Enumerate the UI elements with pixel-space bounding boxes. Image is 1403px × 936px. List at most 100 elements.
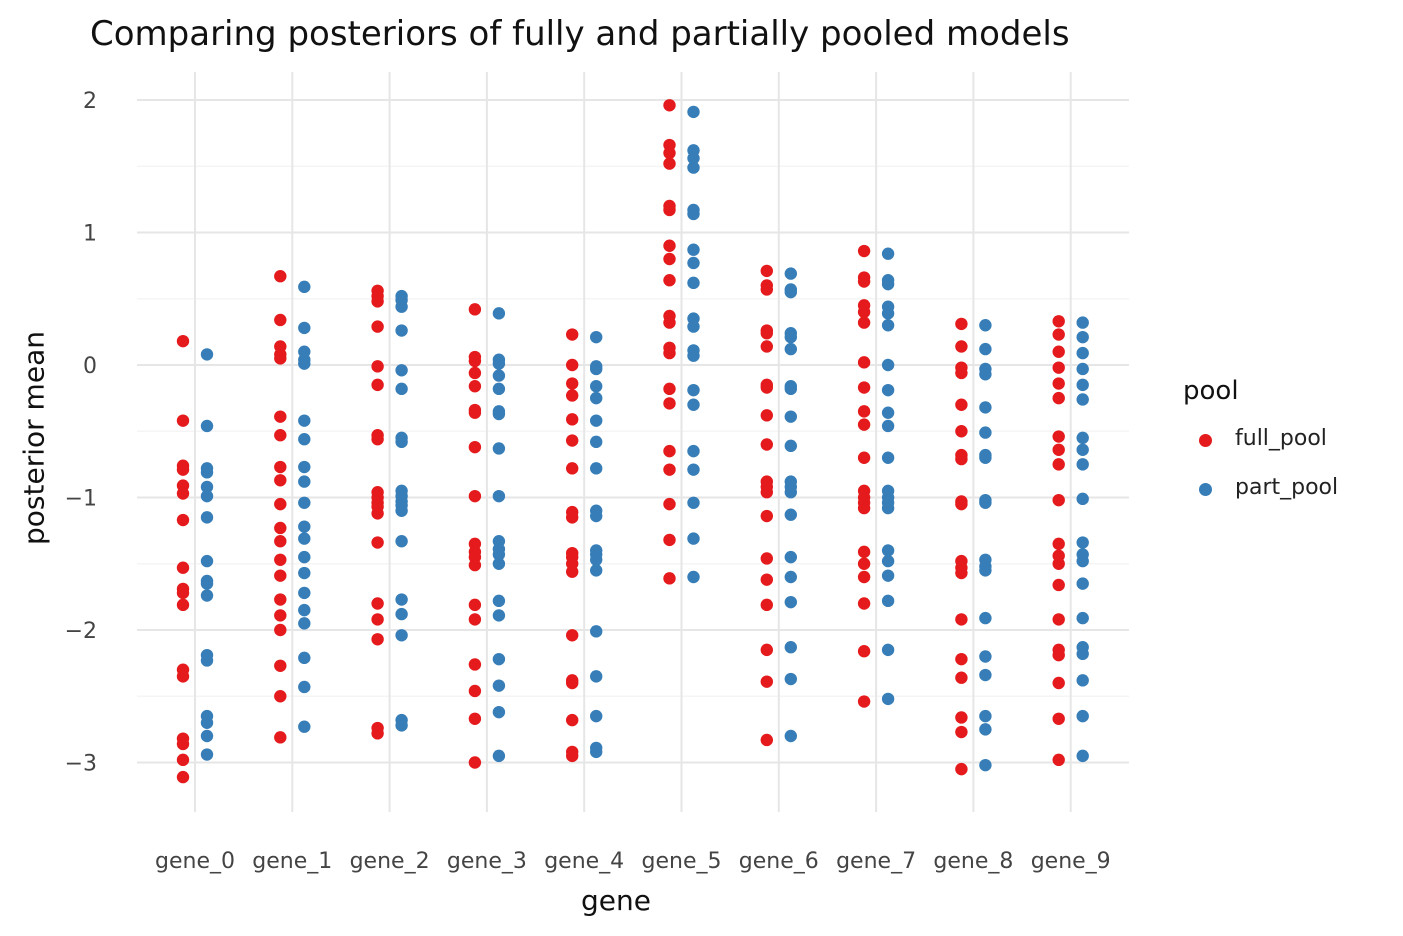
point-full-pool xyxy=(274,474,287,487)
point-part-pool xyxy=(979,564,992,577)
point-full-pool xyxy=(1052,493,1065,507)
point-part-pool xyxy=(395,364,408,377)
point-part-pool xyxy=(298,414,311,427)
point-full-pool xyxy=(663,99,676,112)
point-part-pool xyxy=(979,611,992,625)
point-part-pool xyxy=(784,508,797,521)
point-part-pool xyxy=(687,383,700,397)
point-part-pool xyxy=(979,758,992,772)
point-part-pool xyxy=(979,401,992,414)
point-full-pool xyxy=(1052,676,1065,690)
x-tick-label: gene_6 xyxy=(739,849,819,874)
point-part-pool xyxy=(687,570,700,584)
point-part-pool xyxy=(881,643,895,657)
y-tick-label: 1 xyxy=(83,222,97,247)
point-full-pool xyxy=(274,690,287,703)
point-full-pool xyxy=(663,252,676,266)
point-part-pool xyxy=(395,300,408,313)
point-full-pool xyxy=(663,463,676,476)
point-part-pool xyxy=(492,652,506,666)
point-full-pool xyxy=(760,573,773,586)
point-full-pool xyxy=(760,643,773,657)
point-part-pool xyxy=(298,550,311,564)
point-part-pool xyxy=(492,489,506,503)
point-part-pool xyxy=(784,267,797,280)
point-part-pool xyxy=(298,520,311,533)
point-full-pool xyxy=(663,157,676,170)
point-full-pool xyxy=(760,509,773,523)
point-part-pool xyxy=(687,256,700,270)
x-tick-label: gene_4 xyxy=(544,849,624,874)
point-part-pool xyxy=(492,442,506,455)
x-tick-label: gene_5 xyxy=(642,849,722,874)
point-full-pool xyxy=(566,462,579,475)
point-part-pool xyxy=(298,321,311,335)
point-part-pool xyxy=(687,320,700,333)
point-full-pool xyxy=(760,486,773,499)
point-part-pool xyxy=(200,654,214,667)
point-full-pool xyxy=(468,684,482,698)
point-full-pool xyxy=(955,497,968,511)
point-part-pool xyxy=(881,406,895,419)
point-part-pool xyxy=(298,433,311,446)
point-full-pool xyxy=(566,434,579,447)
point-full-pool xyxy=(955,340,968,353)
point-part-pool xyxy=(881,554,895,568)
point-part-pool xyxy=(298,357,311,370)
point-full-pool xyxy=(468,756,482,769)
x-axis-label: gene xyxy=(581,884,651,917)
point-full-pool xyxy=(176,487,190,500)
point-full-pool xyxy=(371,536,384,549)
point-full-pool xyxy=(1052,345,1065,358)
point-part-pool xyxy=(298,586,311,600)
point-full-pool xyxy=(274,410,287,423)
point-part-pool xyxy=(784,285,797,299)
point-full-pool xyxy=(663,397,676,410)
point-part-pool xyxy=(200,554,214,568)
point-full-pool xyxy=(371,360,384,373)
point-part-pool xyxy=(492,609,506,622)
point-part-pool xyxy=(1076,346,1089,360)
y-tick-label: −3 xyxy=(65,752,97,777)
point-full-pool xyxy=(566,629,579,642)
point-full-pool xyxy=(371,378,384,392)
point-full-pool xyxy=(857,244,871,258)
point-part-pool xyxy=(298,496,311,509)
point-full-pool xyxy=(1052,443,1065,456)
point-full-pool xyxy=(663,382,676,396)
point-full-pool xyxy=(274,270,287,283)
point-full-pool xyxy=(1052,315,1065,328)
point-full-pool xyxy=(274,623,287,637)
point-part-pool xyxy=(1076,362,1089,376)
point-part-pool xyxy=(687,398,700,411)
y-tick-label: −1 xyxy=(65,487,97,512)
point-part-pool xyxy=(200,511,214,524)
point-part-pool xyxy=(687,532,700,545)
point-part-pool xyxy=(590,435,603,449)
point-full-pool xyxy=(760,283,773,296)
point-part-pool xyxy=(687,463,700,476)
point-full-pool xyxy=(760,340,773,353)
point-part-pool xyxy=(200,419,214,433)
point-part-pool xyxy=(687,496,700,509)
point-full-pool xyxy=(760,438,773,451)
point-part-pool xyxy=(590,362,603,376)
point-part-pool xyxy=(492,594,506,608)
point-part-pool xyxy=(590,380,603,393)
point-full-pool xyxy=(371,320,384,333)
point-part-pool xyxy=(200,489,214,503)
point-full-pool xyxy=(274,593,287,606)
point-part-pool xyxy=(784,486,797,499)
point-full-pool xyxy=(176,414,190,427)
point-full-pool xyxy=(468,406,482,419)
point-full-pool xyxy=(274,731,287,744)
point-part-pool xyxy=(979,723,992,736)
point-full-pool xyxy=(857,557,871,570)
point-part-pool xyxy=(298,680,311,694)
point-full-pool xyxy=(857,381,871,394)
point-part-pool xyxy=(1076,316,1089,329)
y-tick-labels: 2 1 0 −1 −2 −3 xyxy=(65,89,97,777)
point-full-pool xyxy=(663,346,676,360)
point-full-pool xyxy=(176,586,190,600)
